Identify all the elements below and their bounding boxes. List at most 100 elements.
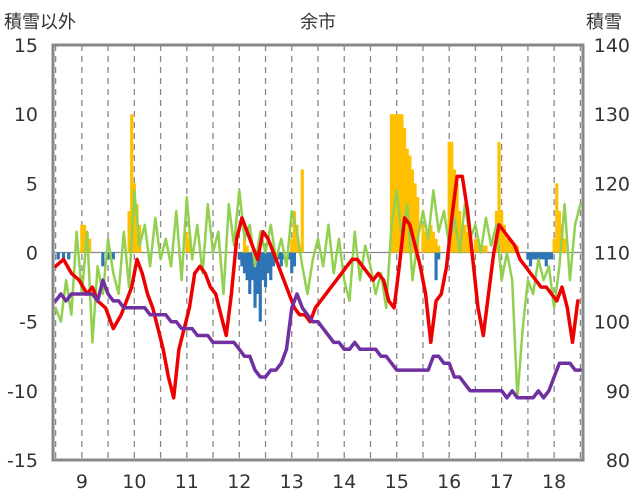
y-right-axis-label: 積雪 <box>586 12 622 33</box>
blue-bar <box>271 252 275 267</box>
chart-title: 余市 <box>300 12 336 33</box>
orange-bar <box>476 238 480 253</box>
orange-bar <box>500 211 504 253</box>
y-right-tick-label: 100 <box>594 312 630 334</box>
orange-bar <box>410 169 415 253</box>
x-tick-label: 15 <box>385 471 409 493</box>
x-ticks: 9 10 11 12 13 14 15 16 17 18 <box>76 471 566 493</box>
x-tick-label: 17 <box>490 471 514 493</box>
orange-bar <box>185 231 189 253</box>
blue-bar <box>434 252 438 281</box>
series-line-green <box>54 189 582 400</box>
y-left-tick-label: 0 <box>26 243 38 265</box>
blue-bar <box>106 252 110 260</box>
orange-bar <box>395 114 399 253</box>
orange-bar <box>392 114 396 253</box>
x-tick-label: 10 <box>122 471 146 493</box>
blue-bar <box>549 252 554 260</box>
y-left-tick-label: 15 <box>14 35 38 57</box>
blue-bar <box>547 252 551 260</box>
y-left-tick-label: -10 <box>7 381 38 403</box>
y-left-tick-label: 10 <box>14 104 38 126</box>
orange-bar <box>245 245 249 253</box>
orange-bar <box>502 224 506 253</box>
orange-bar <box>405 148 409 253</box>
blue-bar <box>67 252 71 260</box>
y-left-tick-label: -5 <box>19 312 38 334</box>
orange-bar <box>389 114 394 253</box>
orange-bar <box>484 245 488 253</box>
blue-bar <box>245 252 249 281</box>
blue-bar <box>237 252 241 260</box>
orange-bar <box>473 238 478 253</box>
plot-frame <box>51 43 585 462</box>
blue-bar <box>526 252 530 260</box>
orange-bar <box>127 211 131 253</box>
blue-bar <box>111 252 115 260</box>
blue-bar <box>56 252 60 260</box>
orange-bar <box>402 128 407 253</box>
orange-bar <box>552 238 556 253</box>
orange-bar <box>242 238 247 253</box>
y-left-tick-label: -15 <box>7 450 38 472</box>
orange-bar <box>408 155 412 253</box>
orange-bar <box>423 231 428 253</box>
blue-bar <box>240 252 244 267</box>
y-left-ticks: 15 10 5 0 -5 -10 -15 <box>7 35 38 472</box>
orange-bar <box>426 238 430 253</box>
blue-bar <box>531 252 535 260</box>
orange-bar <box>82 224 87 253</box>
orange-bar <box>463 224 467 253</box>
orange-bar <box>563 238 567 253</box>
y-left-axis-label: 積雪以外 <box>4 12 76 33</box>
orange-bar <box>455 183 459 253</box>
blue-bar <box>61 252 66 260</box>
blue-bar <box>269 252 273 281</box>
orange-bar <box>507 238 512 253</box>
blue-bar <box>528 252 533 267</box>
blue-bar <box>277 252 281 260</box>
blue-bar <box>261 252 265 281</box>
orange-bar <box>416 197 420 253</box>
blue-bar <box>290 252 294 274</box>
x-tick-label: 18 <box>542 471 566 493</box>
y-right-tick-label: 130 <box>594 104 630 126</box>
blue-bar <box>539 252 543 260</box>
y-right-ticks: 140 130 120 110 100 90 80 <box>594 35 630 472</box>
orange-bar <box>300 169 304 253</box>
orange-bar <box>458 211 462 253</box>
orange-bar <box>450 141 454 253</box>
orange-bar <box>413 183 417 253</box>
blue-bar <box>544 252 548 267</box>
orange-bar <box>431 231 436 253</box>
x-tick-label: 13 <box>280 471 304 493</box>
blue-bar <box>292 252 296 267</box>
blue-bar <box>437 252 441 260</box>
lines <box>53 174 583 400</box>
orange-bar <box>434 238 438 253</box>
orange-bar <box>465 231 470 253</box>
orange-bar <box>400 114 404 253</box>
x-tick-label: 12 <box>227 471 251 493</box>
orange-bar <box>510 245 514 253</box>
blue-bar <box>258 252 262 322</box>
orange-bar <box>187 238 192 253</box>
blue-bar <box>542 252 546 260</box>
y-left-tick-label: 5 <box>26 173 38 195</box>
y-right-tick-label: 120 <box>594 173 630 195</box>
orange-bar <box>130 114 134 253</box>
series-line-red <box>53 174 580 400</box>
orange-bar <box>397 114 401 253</box>
blue-bar <box>534 252 538 260</box>
x-tick-label: 14 <box>332 471 356 493</box>
orange-bar <box>132 183 136 253</box>
blue-bar <box>101 252 105 267</box>
blue-bar <box>266 252 270 274</box>
x-tick-label: 11 <box>175 471 199 493</box>
orange-bar <box>429 224 433 253</box>
orange-bar <box>505 238 509 253</box>
blue-bar <box>287 252 291 260</box>
blue-bar <box>253 252 257 308</box>
y-right-tick-label: 110 <box>594 243 630 265</box>
